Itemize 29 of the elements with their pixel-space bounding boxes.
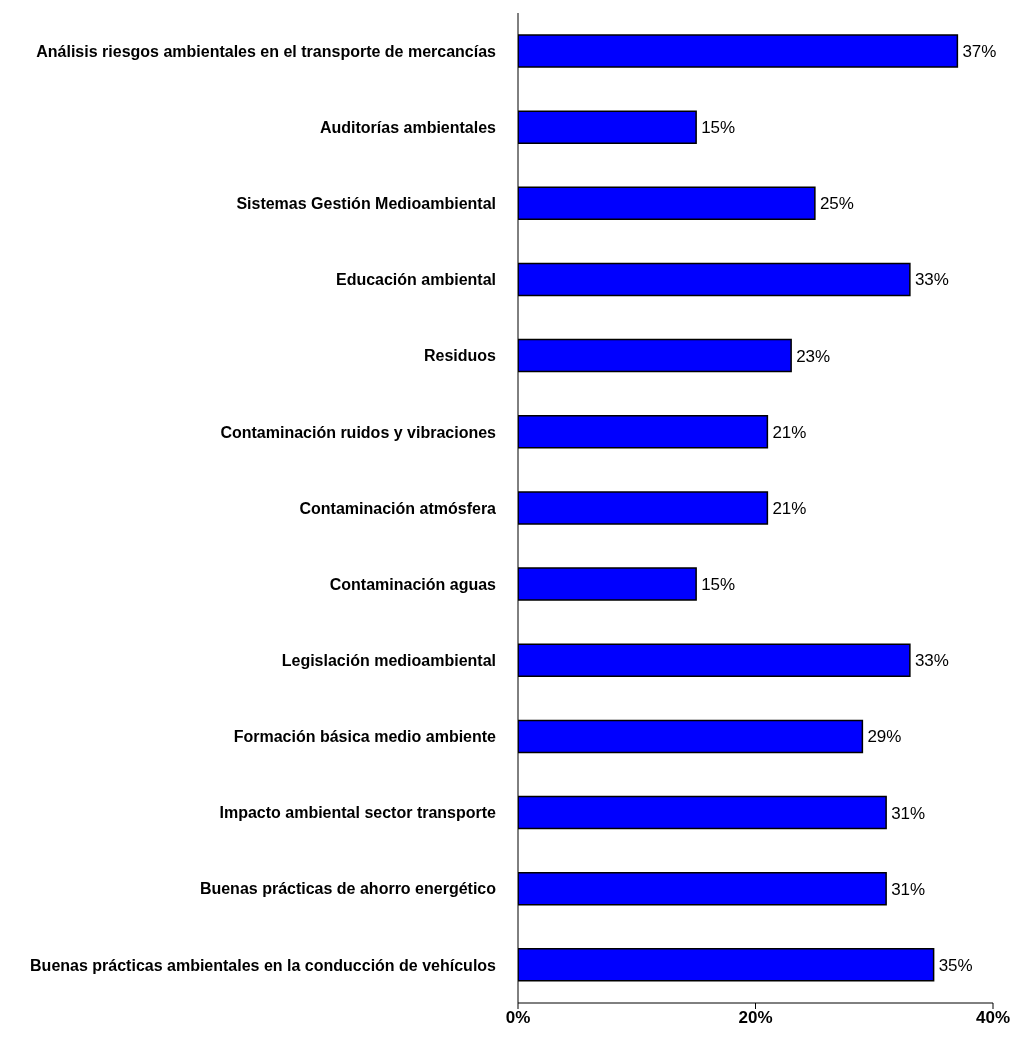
- data-label: 15%: [701, 575, 736, 595]
- y-tick-label: Contaminación aguas: [329, 575, 497, 593]
- data-label: 21%: [772, 498, 807, 518]
- y-tick-label: Sistemas Gestión Medioambiental: [236, 195, 496, 213]
- data-label: 35%: [938, 955, 973, 975]
- data-label: 31%: [891, 803, 926, 823]
- data-label: 31%: [891, 879, 926, 899]
- y-tick-label: Educación ambiental: [335, 271, 496, 289]
- y-tick-label: Contaminación ruidos y vibraciones: [220, 423, 497, 441]
- y-tick-label: Análisis riesgos ambientales en el transporte de mercancías: [36, 42, 497, 60]
- y-tick-label: Auditorías ambientales: [319, 118, 497, 136]
- y-tick-label: Contaminación atmósfera: [299, 499, 497, 517]
- x-tick-label: 40%: [975, 1008, 1011, 1028]
- y-tick-label: Residuos: [423, 347, 497, 365]
- y-tick-label: Legislación medioambiental: [281, 651, 496, 669]
- y-tick-label: Buenas prácticas de ahorro energético: [199, 880, 497, 898]
- x-tick-label: 20%: [738, 1008, 773, 1028]
- data-label: 23%: [796, 346, 831, 366]
- data-label: 21%: [772, 422, 807, 442]
- data-label: 29%: [867, 727, 902, 747]
- data-label: 33%: [914, 651, 949, 671]
- data-label: 37%: [962, 42, 997, 62]
- data-label: 15%: [701, 118, 736, 138]
- y-tick-label: Impacto ambiental sector transporte: [219, 804, 497, 822]
- y-tick-label: Buenas prácticas ambientales en la conducción de vehículos: [30, 956, 497, 974]
- data-label: 25%: [819, 194, 854, 214]
- x-tick-label: 0%: [505, 1008, 531, 1028]
- data-label: 33%: [914, 270, 949, 290]
- y-tick-label: Formación básica medio ambiente: [233, 728, 497, 746]
